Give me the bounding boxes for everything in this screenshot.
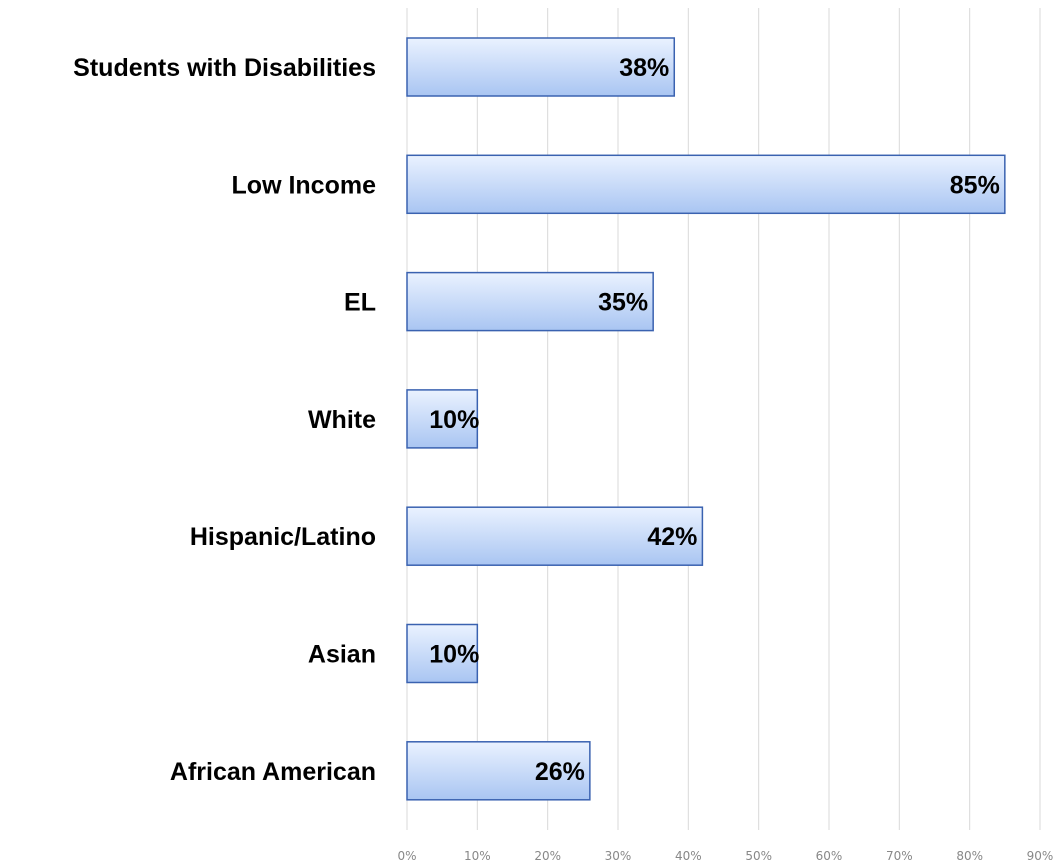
category-label: EL <box>344 289 376 317</box>
x-tick-label: 60% <box>816 849 843 863</box>
data-label: 38% <box>619 54 669 82</box>
x-tick-label: 40% <box>675 849 702 863</box>
category-label: African American <box>170 758 376 786</box>
x-tick-label: 20% <box>534 849 561 863</box>
x-axis-tick-labels: 0% 10% 20% 30% 40% 50% 60% 70% 80% 90% <box>397 849 1053 863</box>
bars: 38% 85% 35% 10% 42% 10% 26% <box>406 37 1006 801</box>
category-label: Hispanic/Latino <box>190 523 376 551</box>
bar <box>406 271 654 332</box>
bar <box>406 154 1006 215</box>
data-label: 85% <box>950 171 1000 199</box>
data-label: 42% <box>647 523 697 551</box>
x-tick-label: 50% <box>745 849 772 863</box>
category-label: Low Income <box>232 171 377 199</box>
category-labels: Students with Disabilities Low Income EL Wh… <box>73 54 376 786</box>
x-tick-label: 70% <box>886 849 913 863</box>
data-label: 26% <box>535 758 585 786</box>
bar <box>406 389 479 449</box>
category-label: White <box>308 406 376 434</box>
category-label: Students with Disabilities <box>73 54 376 82</box>
x-tick-label: 0% <box>397 849 416 863</box>
bar <box>406 623 479 684</box>
bar <box>406 37 676 97</box>
gridlines <box>406 8 1041 830</box>
x-tick-label: 90% <box>1027 849 1054 863</box>
x-tick-label: 80% <box>956 849 983 863</box>
data-label: 35% <box>598 289 648 317</box>
data-label: 10% <box>429 641 479 669</box>
x-tick-label: 10% <box>464 849 491 863</box>
data-label: 10% <box>429 406 479 434</box>
bar <box>406 741 591 801</box>
bar <box>406 506 704 566</box>
x-tick-label: 30% <box>605 849 632 863</box>
category-label: Asian <box>308 641 376 669</box>
